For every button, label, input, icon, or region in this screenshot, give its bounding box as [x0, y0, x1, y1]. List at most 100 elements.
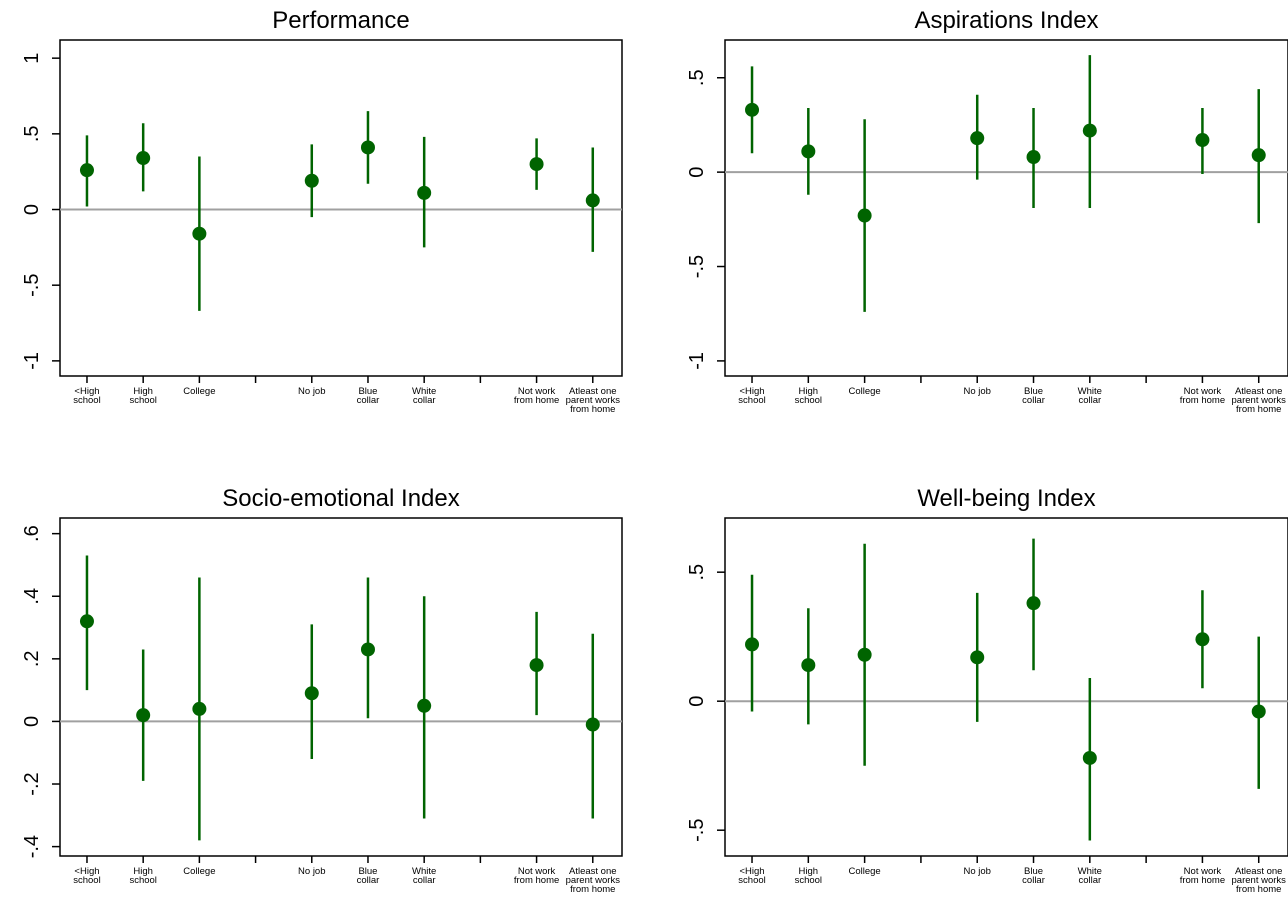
x-tick-label-line: Not work — [518, 386, 556, 397]
x-tick-label-line: Not work — [1184, 386, 1222, 397]
x-tick-label: No job — [963, 386, 990, 397]
point-estimate — [801, 144, 816, 159]
x-tick-label-line: High — [799, 386, 819, 397]
x-tick-label-line: from home — [1180, 875, 1225, 886]
x-tick-label: <High school — [73, 386, 100, 406]
x-tick-label-line: College — [849, 386, 881, 397]
y-tick-label: .6 — [21, 525, 43, 542]
x-tick-label-line: from home — [514, 395, 559, 406]
x-tick-label-line: Atleast one — [1235, 866, 1283, 877]
x-tick-label: <High school — [73, 866, 100, 886]
y-tick-label: .5 — [21, 125, 43, 142]
y-tick-label: 0 — [686, 696, 708, 707]
point-estimate — [857, 208, 872, 223]
point-estimate — [136, 708, 151, 723]
point-estimate — [585, 193, 600, 208]
aspirations-index-panel: Aspirations Index-1-.50.5<High schoolHigh… — [686, 7, 1288, 415]
chart-title: Well-being Index — [917, 485, 1095, 512]
x-tick-label-line: High — [133, 386, 153, 397]
x-tick-label-line: from home — [570, 884, 615, 895]
y-tick-label: 0 — [21, 716, 43, 727]
x-tick-label-line: collar — [357, 875, 380, 886]
x-tick-label: Not work from home — [1180, 866, 1225, 886]
x-tick-label-line: White — [1078, 866, 1102, 877]
point-estimate — [529, 658, 544, 673]
x-tick-label-line: school — [129, 395, 156, 406]
point-estimate — [1251, 704, 1266, 719]
x-tick-label-line: parent works — [1232, 875, 1287, 886]
x-tick-label: Atleast one parent works from home — [1232, 866, 1287, 895]
x-tick-label-line: Blue — [1024, 386, 1043, 397]
x-tick-label-line: from home — [1180, 395, 1225, 406]
x-tick-label: White collar — [412, 866, 436, 886]
x-tick-label: College — [849, 866, 881, 877]
x-tick-label: College — [849, 386, 881, 397]
plot-frame — [59, 39, 623, 377]
x-tick-label-line: No job — [298, 386, 325, 397]
x-tick-label-line: parent works — [1232, 395, 1287, 406]
x-tick-label: No job — [963, 866, 990, 877]
y-tick-label: -.5 — [21, 274, 43, 297]
plot-frame — [724, 517, 1288, 857]
x-tick-label-line: from home — [1236, 884, 1281, 895]
x-tick-label-line: College — [183, 866, 215, 877]
point-estimate — [1082, 123, 1097, 138]
point-estimate — [745, 637, 760, 652]
x-tick-label-line: from home — [1236, 404, 1281, 415]
x-tick-label-line: Atleast one — [569, 866, 617, 877]
x-tick-label-line: Blue — [1024, 866, 1043, 877]
x-tick-label: Blue collar — [357, 386, 380, 406]
x-tick-label: Atleast one parent works from home — [566, 386, 621, 415]
y-tick-label: -.2 — [21, 772, 43, 795]
x-tick-label: White collar — [412, 386, 436, 406]
x-tick-label: White collar — [1078, 866, 1102, 886]
point-estimate — [970, 131, 985, 146]
point-estimate — [136, 151, 151, 166]
point-estimate — [417, 698, 432, 713]
x-tick-label-line: school — [129, 875, 156, 886]
x-tick-label: Blue collar — [1022, 866, 1045, 886]
x-tick-label-line: parent works — [566, 395, 621, 406]
x-tick-label-line: White — [412, 386, 436, 397]
x-tick-label-line: school — [738, 395, 765, 406]
x-tick-label: High school — [795, 386, 822, 406]
y-tick-label: -1 — [686, 352, 708, 370]
x-tick-label-line: from home — [514, 875, 559, 886]
x-tick-label: College — [183, 866, 215, 877]
y-tick-label: -.4 — [21, 835, 43, 858]
x-tick-label: White collar — [1078, 386, 1102, 406]
x-tick-label-line: collar — [1022, 875, 1045, 886]
x-tick-label-line: College — [183, 386, 215, 397]
plot-frame — [724, 39, 1288, 377]
x-tick-label-line: <High — [739, 386, 764, 397]
x-tick-label: Blue collar — [1022, 386, 1045, 406]
x-tick-label-line: <High — [74, 386, 99, 397]
point-estimate — [1026, 150, 1041, 165]
y-tick-label: .2 — [21, 650, 43, 667]
x-tick-label: Blue collar — [357, 866, 380, 886]
point-estimate — [192, 701, 207, 716]
chart-title: Aspirations Index — [914, 7, 1098, 34]
point-estimate — [79, 163, 94, 178]
point-estimate — [529, 157, 544, 172]
point-estimate — [79, 614, 94, 629]
x-tick-label-line: collar — [357, 395, 380, 406]
x-tick-label: College — [183, 386, 215, 397]
x-tick-label: Atleast one parent works from home — [566, 866, 621, 895]
x-tick-label: <High school — [738, 386, 765, 406]
point-estimate — [1026, 596, 1041, 611]
socio-emotional-index-panel: Socio-emotional Index-.4-.20.2.4.6<High s… — [21, 485, 623, 895]
x-tick-label: Atleast one parent works from home — [1232, 386, 1287, 415]
y-tick-label: 0 — [686, 167, 708, 178]
x-tick-label: Not work from home — [514, 866, 559, 886]
point-estimate — [1195, 632, 1210, 647]
x-tick-label-line: College — [849, 866, 881, 877]
x-tick-label-line: <High — [739, 866, 764, 877]
x-tick-label-line: No job — [963, 386, 990, 397]
point-estimate — [1251, 148, 1266, 163]
x-tick-label-line: Not work — [1184, 866, 1222, 877]
x-tick-label-line: Not work — [518, 866, 556, 877]
